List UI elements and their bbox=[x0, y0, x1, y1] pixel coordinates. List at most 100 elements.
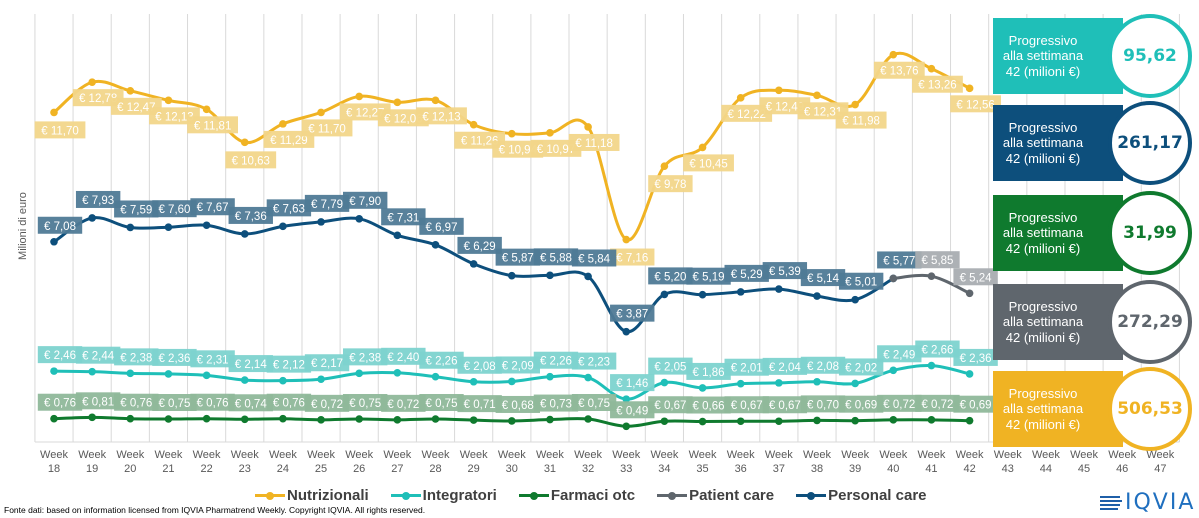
x-tick-label: Week bbox=[727, 449, 755, 461]
x-tick-label: Week bbox=[307, 449, 335, 461]
data-point-personal-care bbox=[279, 222, 287, 231]
data-label-text: € 1,46 bbox=[616, 378, 648, 390]
x-tick-label: Week bbox=[574, 449, 602, 461]
data-point-integratori bbox=[965, 370, 974, 378]
data-labels: € 11,70€ 12,78€ 12,47€ 12,13€ 11,81€ 10,… bbox=[34, 61, 1001, 419]
data-label-farmaci-otc: € 0,72 bbox=[877, 394, 922, 412]
data-point-farmaci-otc bbox=[393, 416, 402, 424]
data-label-integratori: € 2,01 bbox=[724, 358, 769, 376]
data-label-text: € 0,75 bbox=[578, 398, 610, 410]
x-tick-label: 18 bbox=[48, 463, 60, 475]
data-label-text: € 2,46 bbox=[44, 350, 76, 362]
data-point-nutrizionali bbox=[355, 92, 364, 101]
data-label-nutrizionali: € 12,56 bbox=[950, 95, 1001, 113]
data-label-text: € 12,13 bbox=[422, 111, 460, 123]
data-label-farmaci-otc: € 0,67 bbox=[762, 396, 808, 414]
data-label-text: € 2,08 bbox=[807, 361, 839, 373]
data-label-text: € 2,44 bbox=[82, 351, 115, 363]
x-tick-label: Week bbox=[345, 449, 373, 461]
data-label-nutrizionali: € 11,81 bbox=[187, 116, 238, 134]
data-point-personal-care bbox=[431, 241, 440, 249]
data-label-nutrizionali: € 12,47 bbox=[110, 97, 162, 115]
data-label-personal-care: € 5,87 bbox=[495, 248, 540, 266]
data-label-personal-care: € 5,20 bbox=[648, 267, 693, 285]
legend-swatch bbox=[390, 491, 421, 500]
data-point-farmaci-otc bbox=[736, 417, 745, 426]
data-point-farmaci-otc bbox=[279, 414, 287, 423]
data-point-farmaci-otc bbox=[469, 416, 478, 424]
data-label-text: € 2,38 bbox=[349, 352, 381, 364]
data-point-integratori bbox=[775, 379, 783, 387]
data-label-text: € 2,66 bbox=[921, 345, 953, 357]
x-tick-label: 37 bbox=[773, 463, 785, 475]
data-point-nutrizionali bbox=[317, 108, 325, 117]
data-label-text: € 13,26 bbox=[918, 80, 956, 92]
data-point-patient-care bbox=[889, 274, 898, 283]
data-label-text: € 0,72 bbox=[311, 399, 343, 411]
x-tick-label: Week bbox=[917, 449, 945, 461]
data-label-farmaci-otc: € 0,71 bbox=[457, 395, 502, 413]
data-label-text: € 13,76 bbox=[880, 66, 918, 78]
data-label-text: € 0,75 bbox=[426, 398, 458, 410]
data-point-integratori bbox=[851, 379, 859, 388]
data-point-integratori bbox=[660, 378, 669, 387]
data-point-farmaci-otc bbox=[88, 413, 96, 422]
data-point-nutrizionali bbox=[546, 129, 554, 137]
data-label-text: € 0,76 bbox=[197, 398, 229, 410]
data-point-personal-care bbox=[88, 214, 96, 222]
data-point-personal-care bbox=[584, 272, 592, 281]
panel-value: 272,29 bbox=[1108, 280, 1192, 364]
data-point-integratori bbox=[279, 376, 287, 385]
data-label-integratori: € 2,49 bbox=[877, 345, 922, 363]
data-label-farmaci-otc: € 0,67 bbox=[648, 396, 693, 414]
data-point-personal-care bbox=[813, 292, 821, 300]
legend: Nutrizionali Integratori Farmaci otc Pat… bbox=[255, 487, 927, 504]
data-label-text: € 2,09 bbox=[502, 360, 534, 372]
x-tick-label: 31 bbox=[544, 463, 556, 475]
data-point-integratori bbox=[469, 377, 478, 386]
data-label-nutrizionali: € 12,78 bbox=[72, 89, 124, 107]
data-label-nutrizionali: € 11,26 bbox=[454, 131, 506, 149]
logo-lines-icon bbox=[1100, 495, 1122, 510]
data-point-nutrizionali bbox=[584, 123, 592, 131]
data-label-nutrizionali: € 10,63 bbox=[225, 151, 277, 169]
data-label-text: € 12,22 bbox=[728, 109, 766, 121]
data-label-farmaci-otc: € 0,75 bbox=[419, 394, 464, 411]
data-point-nutrizionali bbox=[202, 105, 211, 114]
x-tick-label: 44 bbox=[1040, 463, 1052, 475]
data-label-text: € 2,49 bbox=[883, 349, 915, 361]
data-label-text: € 5,14 bbox=[807, 273, 840, 285]
x-tick-label: 38 bbox=[811, 463, 823, 475]
data-point-nutrizionali bbox=[622, 235, 631, 244]
data-label-text: € 0,69 bbox=[960, 400, 992, 412]
data-label-personal-care: € 5,01 bbox=[838, 272, 884, 290]
legend-swatch bbox=[518, 491, 549, 500]
data-label-text: € 0,67 bbox=[731, 400, 763, 412]
x-tick-label: Week bbox=[40, 449, 68, 461]
data-label-text: € 2,04 bbox=[769, 362, 802, 374]
legend-item-personal-care: Personal care bbox=[796, 487, 927, 504]
data-point-integratori bbox=[164, 370, 173, 378]
x-tick-label: Week bbox=[1070, 449, 1098, 461]
data-label-integratori: € 2,44 bbox=[75, 346, 121, 364]
data-label-integratori: € 2,36 bbox=[152, 348, 197, 366]
data-point-nutrizionali bbox=[851, 100, 859, 109]
data-label-integratori: € 2,23 bbox=[571, 352, 617, 370]
panel-integratori: Progressivo alla settimana 42 (milioni €) … bbox=[993, 14, 1199, 98]
data-point-nutrizionali bbox=[508, 129, 516, 138]
data-label-nutrizionali: € 11,18 bbox=[568, 133, 620, 151]
x-tick-label: 47 bbox=[1154, 463, 1166, 475]
data-label-text: € 2,38 bbox=[120, 352, 152, 364]
data-label-personal-care: € 7,31 bbox=[381, 208, 426, 226]
data-label-personal-care: € 5,77 bbox=[877, 251, 922, 269]
data-label-text: € 10,94 bbox=[499, 145, 538, 157]
data-label-text: € 7,60 bbox=[158, 204, 190, 216]
x-tick-label: 39 bbox=[849, 463, 861, 475]
data-point-integratori bbox=[355, 369, 364, 378]
x-tick-label: Week bbox=[841, 449, 869, 461]
iqvia-logo: IQVIA bbox=[1100, 490, 1195, 515]
x-tick-label: Week bbox=[956, 449, 984, 461]
x-tick-label: Week bbox=[498, 449, 526, 461]
x-tick-label: Week bbox=[231, 449, 259, 461]
data-label-integratori: € 2,66 bbox=[915, 340, 960, 358]
